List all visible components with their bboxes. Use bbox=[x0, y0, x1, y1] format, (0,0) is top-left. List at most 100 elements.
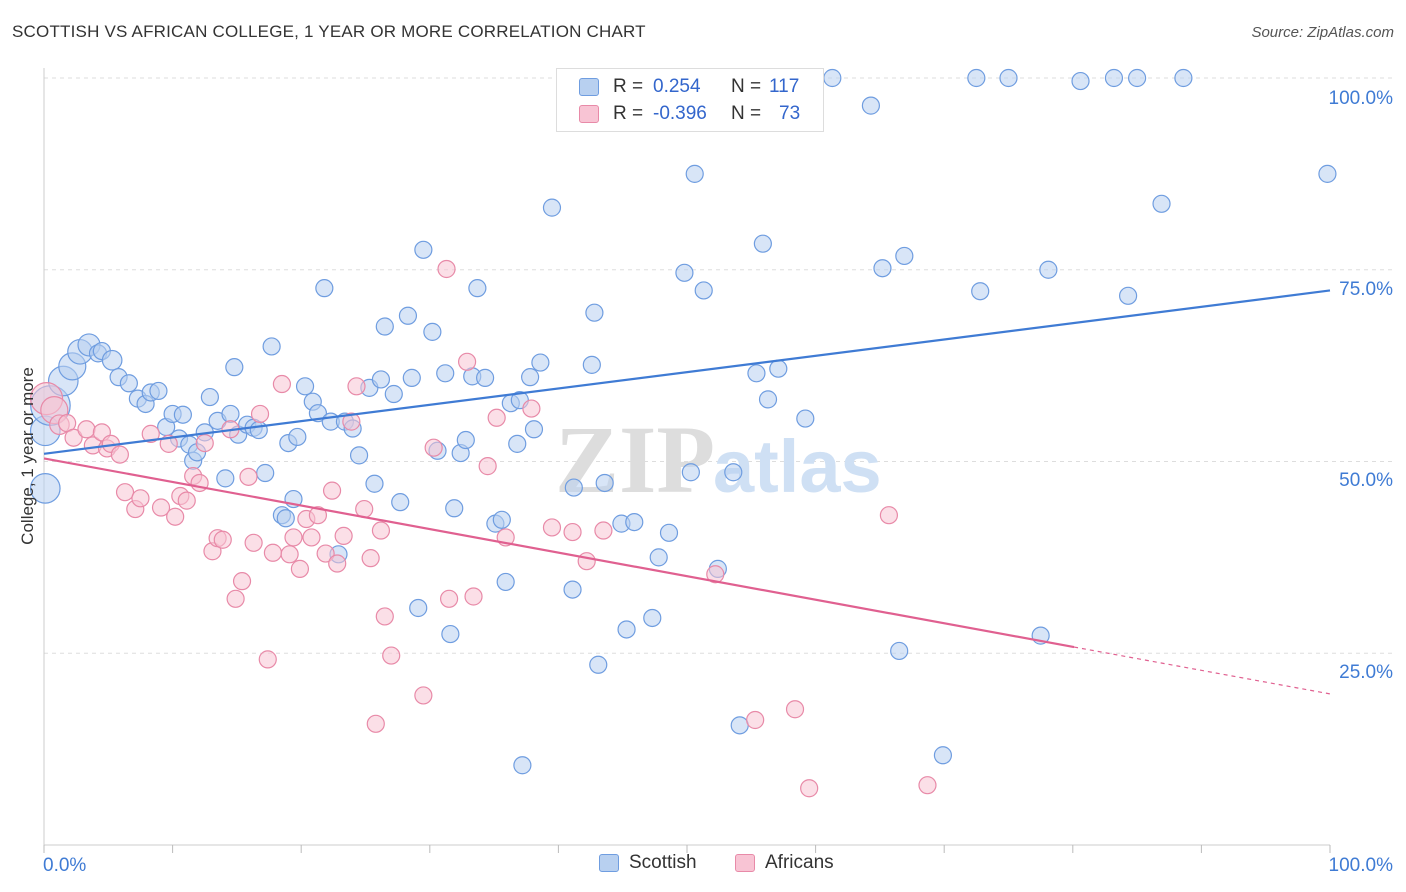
data-point-africans bbox=[213, 530, 232, 549]
legend-n-label: N = bbox=[731, 76, 762, 97]
data-point-scottish bbox=[563, 580, 582, 599]
data-point-scottish bbox=[436, 364, 455, 383]
data-point-africans bbox=[141, 424, 160, 443]
data-point-africans bbox=[226, 589, 245, 608]
series-legend-swatch-africans bbox=[735, 854, 755, 872]
data-point-scottish bbox=[468, 279, 487, 298]
data-point-scottish bbox=[649, 548, 668, 567]
data-point-scottish bbox=[531, 353, 550, 372]
data-point-africans bbox=[746, 710, 765, 730]
tick-labels: 0.0% 100.0% 25.0% 50.0% 75.0% 100.0% bbox=[43, 88, 1393, 876]
data-point-scottish bbox=[758, 390, 778, 409]
data-point-africans bbox=[334, 526, 353, 545]
data-point-africans bbox=[800, 779, 819, 798]
legend-r-label: R = bbox=[613, 103, 644, 124]
data-point-africans bbox=[284, 528, 303, 547]
data-point-scottish bbox=[524, 420, 544, 439]
data-point-scottish bbox=[456, 430, 475, 450]
data-point-scottish bbox=[414, 240, 433, 259]
data-point-africans bbox=[424, 438, 443, 457]
data-point-africans bbox=[232, 572, 252, 591]
data-point-africans bbox=[290, 559, 310, 578]
data-point-scottish bbox=[101, 349, 123, 371]
legend-n-value-africans: 73 bbox=[779, 103, 801, 124]
data-point-scottish bbox=[496, 572, 515, 592]
watermark-atlas: atlas bbox=[713, 425, 882, 508]
data-point-africans bbox=[464, 587, 483, 606]
data-point-scottish bbox=[249, 420, 268, 440]
data-point-africans bbox=[542, 518, 562, 537]
data-point-scottish bbox=[119, 374, 138, 393]
data-point-scottish bbox=[564, 478, 583, 497]
data-point-scottish bbox=[216, 469, 235, 488]
data-point-scottish bbox=[694, 281, 713, 300]
axes bbox=[43, 68, 1331, 853]
data-point-africans bbox=[439, 589, 459, 608]
data-point-africans bbox=[382, 646, 401, 665]
data-point-scottish bbox=[724, 463, 743, 482]
data-point-scottish bbox=[149, 381, 168, 401]
trend-line-extension-africans bbox=[1073, 646, 1331, 695]
data-point-scottish bbox=[999, 68, 1018, 88]
data-point-africans bbox=[706, 565, 725, 584]
data-point-scottish bbox=[861, 96, 880, 115]
data-point-scottish bbox=[445, 499, 464, 518]
data-point-scottish bbox=[288, 427, 307, 447]
watermark-zip: ZIP bbox=[555, 406, 715, 513]
data-point-africans bbox=[272, 374, 292, 394]
data-point-scottish bbox=[29, 472, 61, 504]
legend-n-label: N = bbox=[731, 103, 762, 124]
data-point-africans bbox=[115, 483, 135, 502]
x-tick-label-min: 0.0% bbox=[43, 855, 86, 876]
trend-lines bbox=[43, 289, 1331, 695]
data-point-scottish bbox=[262, 337, 281, 356]
series-legend-label-africans: Africans bbox=[765, 852, 834, 873]
data-point-africans bbox=[151, 498, 171, 517]
data-point-scottish bbox=[625, 512, 644, 532]
data-point-scottish bbox=[365, 474, 384, 493]
data-point-africans bbox=[110, 445, 129, 464]
data-point-scottish bbox=[769, 359, 788, 378]
trend-line-africans bbox=[43, 457, 1075, 649]
data-point-scottish bbox=[225, 358, 244, 377]
data-point-africans bbox=[77, 420, 96, 439]
watermark: ZIP atlas bbox=[555, 406, 882, 513]
data-point-scottish bbox=[967, 68, 986, 88]
data-point-africans bbox=[342, 412, 361, 431]
legend-n-value-scottish: 117 bbox=[769, 76, 800, 97]
chart-title: SCOTTISH VS AFRICAN COLLEGE, 1 YEAR OR M… bbox=[12, 22, 646, 41]
data-point-scottish bbox=[375, 317, 394, 336]
data-point-scottish bbox=[890, 641, 909, 661]
data-point-africans bbox=[316, 544, 335, 563]
data-point-scottish bbox=[589, 655, 608, 674]
data-point-scottish bbox=[1118, 286, 1138, 305]
data-point-scottish bbox=[753, 234, 772, 253]
data-point-scottish bbox=[423, 322, 442, 341]
data-point-scottish bbox=[582, 355, 601, 374]
data-point-scottish bbox=[475, 368, 495, 387]
data-point-scottish bbox=[521, 368, 540, 387]
data-point-scottish bbox=[391, 493, 410, 512]
data-point-scottish bbox=[617, 620, 636, 639]
data-point-scottish bbox=[256, 463, 275, 483]
data-point-scottish bbox=[585, 303, 604, 322]
data-point-scottish bbox=[675, 263, 694, 282]
data-point-scottish bbox=[1104, 68, 1124, 88]
data-point-africans bbox=[371, 521, 391, 540]
trend-line-scottish bbox=[43, 289, 1331, 455]
data-point-africans bbox=[487, 408, 506, 427]
data-points bbox=[29, 68, 1337, 798]
data-point-scottish bbox=[173, 405, 192, 424]
data-point-scottish bbox=[971, 282, 990, 301]
y-axis-label: College, 1 year or more bbox=[18, 367, 37, 545]
data-point-scottish bbox=[200, 387, 219, 407]
data-point-scottish bbox=[402, 368, 421, 387]
series-legend-scottish: Scottish bbox=[599, 852, 697, 874]
data-point-scottish bbox=[895, 246, 914, 266]
data-point-africans bbox=[244, 533, 263, 552]
data-point-africans bbox=[239, 467, 258, 486]
data-point-africans bbox=[563, 522, 582, 542]
series-legend: Scottish Africans bbox=[0, 852, 1406, 878]
data-point-africans bbox=[302, 528, 321, 547]
data-point-africans bbox=[478, 457, 497, 476]
